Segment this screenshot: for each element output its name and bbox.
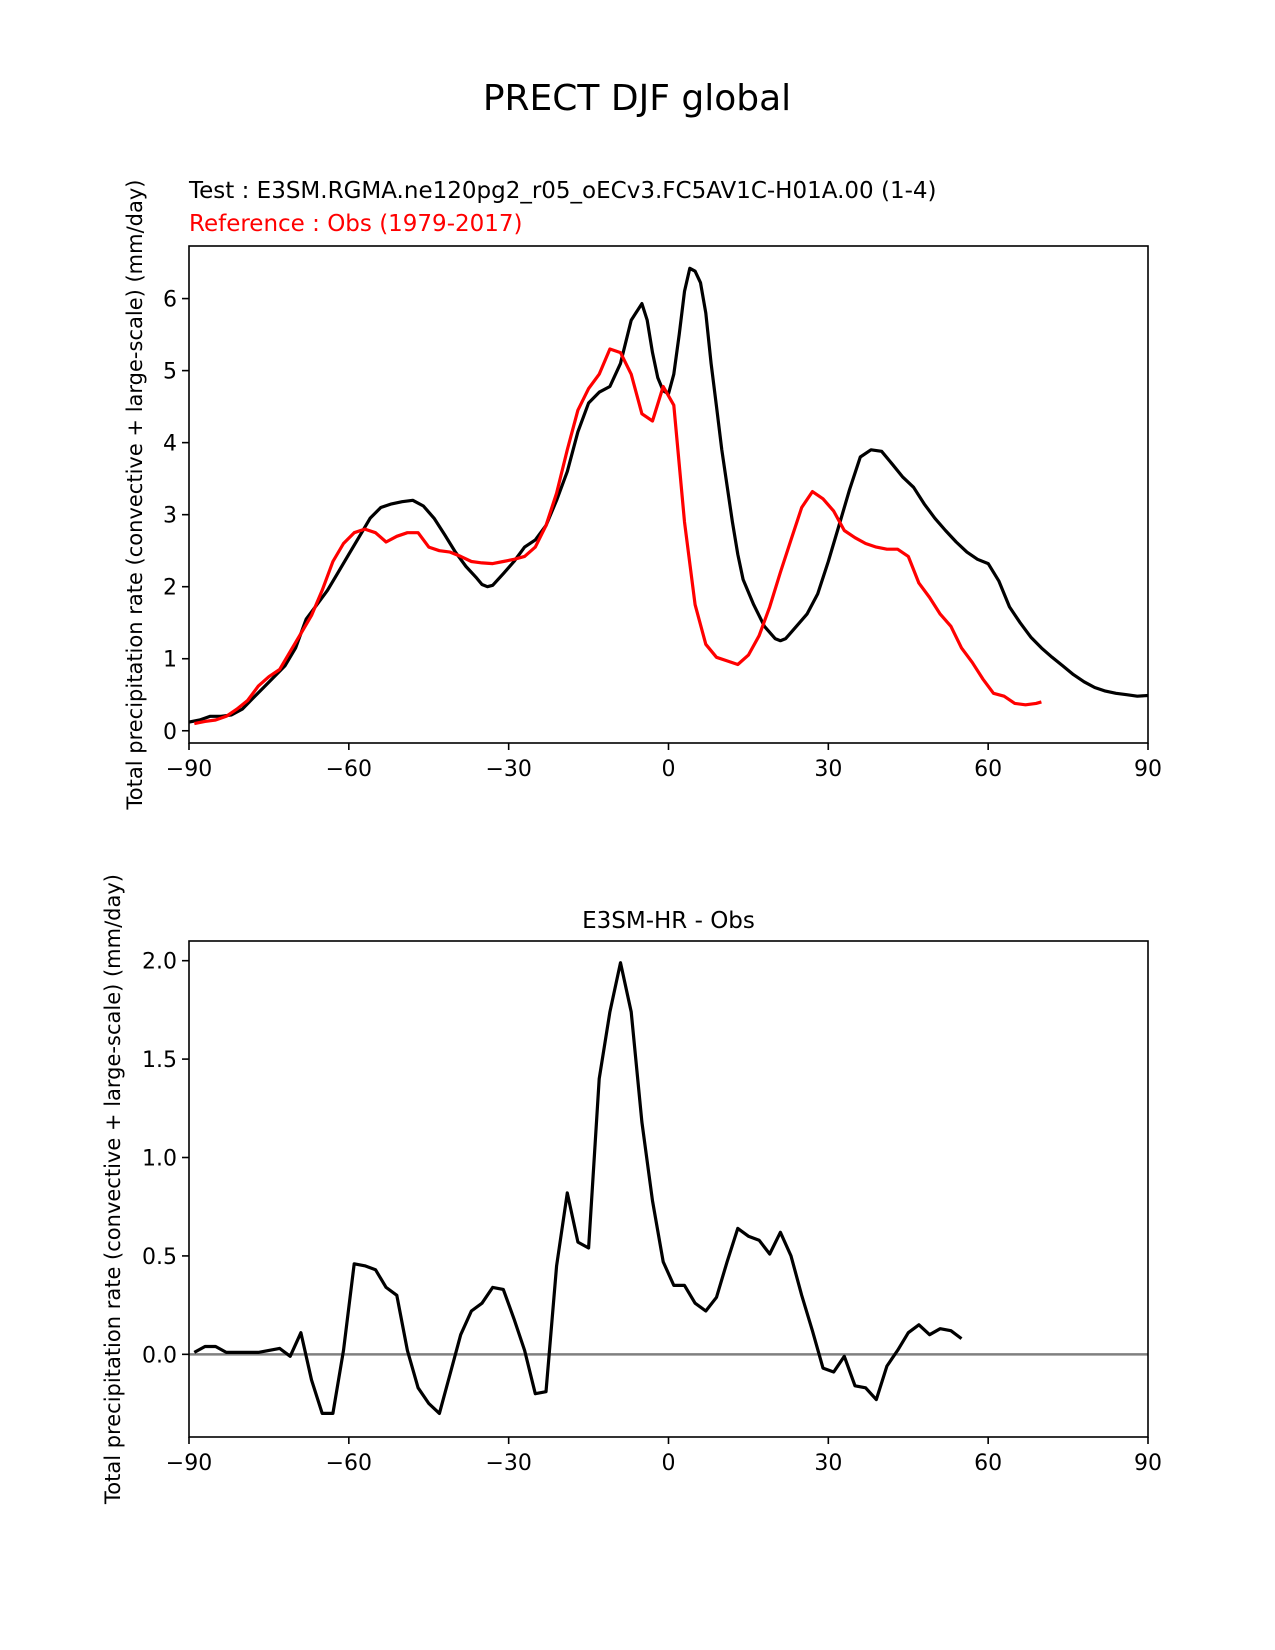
x-tick-label: −30 — [485, 757, 531, 782]
y-tick-label: 4 — [163, 432, 177, 457]
top-panel: −90 −60 −30 0 30 60 90 0 1 2 3 4 5 6 Total precipitati… — [123, 178, 1162, 810]
x-tick-label: 0 — [662, 1451, 676, 1476]
x-tick-label: −30 — [485, 1451, 531, 1476]
series-line-1 — [193, 347, 1042, 726]
y-axis-label: Total precipitation rate (convective + l… — [123, 180, 147, 811]
y-tick-label: 0.0 — [142, 1343, 177, 1368]
x-tick-label: 30 — [814, 1451, 842, 1476]
y-tick-label: 3 — [163, 504, 177, 529]
x-tick-label: −60 — [326, 1451, 372, 1476]
x-tick-label: −90 — [166, 1451, 212, 1476]
y-tick-label: 2.0 — [142, 950, 177, 975]
y-tick-label: 0.5 — [142, 1245, 177, 1270]
y-tick-label: 0 — [163, 720, 177, 745]
figure-title: PRECT DJF global — [483, 78, 791, 119]
x-tick-label: 60 — [974, 1451, 1002, 1476]
series-line-0 — [188, 266, 1149, 724]
bottom-panel: −90 −60 −30 0 30 60 90 0.0 0.5 1.0 1.5 2.0 Total pre… — [101, 874, 1162, 1505]
test-label: Test : E3SM.RGMA.ne120pg2_r05_oECv3.FC5A… — [188, 178, 936, 204]
x-tick-label: 60 — [974, 757, 1002, 782]
x-tick-label: −90 — [166, 757, 212, 782]
y-tick-label: 1 — [163, 648, 177, 673]
y-tick-label: 5 — [163, 360, 177, 385]
y-tick-label: 1.5 — [142, 1048, 177, 1073]
y-tick-label: 2 — [163, 576, 177, 601]
reference-label: Reference : Obs (1979-2017) — [189, 211, 523, 237]
x-tick-label: 0 — [662, 757, 676, 782]
x-tick-label: 90 — [1134, 1451, 1162, 1476]
series-line-0 — [193, 961, 963, 1415]
x-tick-label: 30 — [814, 757, 842, 782]
y-tick-label: 1.0 — [142, 1147, 177, 1172]
panel-title: E3SM-HR - Obs — [582, 908, 755, 934]
x-tick-label: 90 — [1134, 757, 1162, 782]
y-tick-label: 6 — [163, 288, 177, 313]
x-tick-label: −60 — [326, 757, 372, 782]
y-axis-label: Total precipitation rate (convective + l… — [101, 874, 125, 1505]
